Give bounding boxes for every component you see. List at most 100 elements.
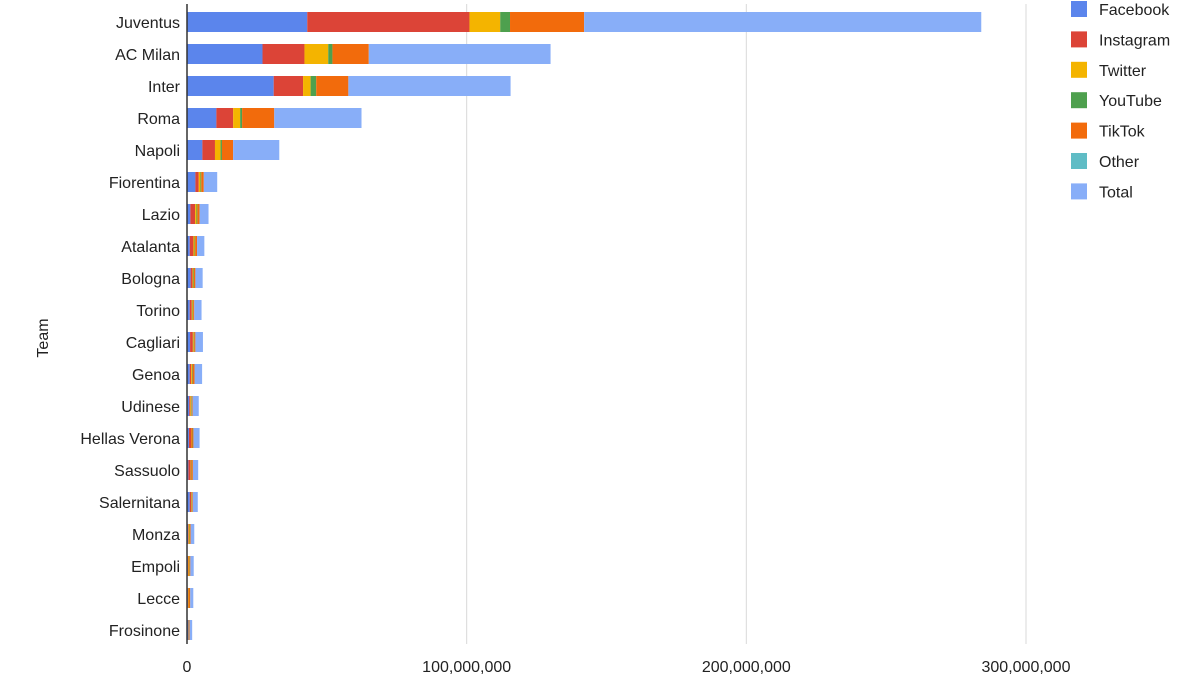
legend-swatch-youtube	[1071, 92, 1087, 109]
bar-segment-total	[194, 364, 203, 384]
x-tick-labels: 0 100,000,000 200,000,000 300,000,000	[183, 659, 1071, 675]
bar-segment-total	[199, 204, 209, 224]
bar-segment-twitter	[192, 332, 194, 352]
category-label: Roma	[137, 111, 180, 128]
bar-segment-facebook	[187, 76, 274, 96]
bar-segment-tiktok	[189, 524, 191, 544]
legend-swatch-instagram	[1071, 31, 1087, 48]
legend-swatch-facebook	[1071, 1, 1087, 17]
bar-segment-youtube	[191, 396, 192, 416]
bar-segment-twitter	[193, 236, 195, 256]
legend-label: Twitter	[1099, 63, 1147, 80]
bar-segment-youtube	[240, 108, 243, 128]
bar-segment-instagram	[188, 428, 192, 448]
category-label: Bologna	[121, 271, 180, 288]
bar-segment-total	[192, 492, 198, 512]
bar-segment-facebook	[187, 172, 196, 192]
bar-segment-instagram	[189, 300, 192, 320]
bar-segment-twitter	[190, 396, 192, 416]
bar-segment-total	[203, 172, 218, 192]
category-label: Empoli	[131, 559, 180, 576]
bar-segment-instagram	[188, 524, 189, 544]
bar-segment-instagram	[195, 172, 199, 192]
bar-segment-youtube	[192, 364, 193, 384]
bar-segment-tiktok	[193, 300, 195, 320]
category-label: Torino	[136, 303, 180, 320]
bar-segment-twitter	[188, 524, 190, 544]
legend-label: Total	[1099, 184, 1133, 201]
bar-segment-tiktok	[192, 364, 195, 384]
bar-segment-total	[192, 396, 199, 416]
bar-segment-youtube	[193, 268, 195, 288]
bar-segment-youtube	[193, 332, 195, 352]
category-label: Fiorentina	[109, 175, 180, 192]
legend: Facebook Instagram Twitter YouTube TikTok Oth…	[1071, 1, 1170, 201]
legend-label: Instagram	[1099, 32, 1170, 49]
bar-segment-tiktok	[189, 588, 191, 608]
category-label: Genoa	[132, 367, 180, 384]
bar-segment-facebook	[187, 236, 190, 256]
legend-label: Other	[1099, 154, 1140, 171]
bar-segment-facebook	[187, 204, 191, 224]
category-label: Cagliari	[126, 335, 180, 352]
category-label: Udinese	[121, 399, 180, 416]
bar-segment-twitter	[469, 12, 501, 32]
bar-segment-tiktok	[189, 620, 190, 640]
bar-segment-total	[189, 620, 193, 640]
category-label: Monza	[132, 527, 180, 544]
bar-segment-twitter	[192, 268, 194, 288]
bar-segment-facebook	[187, 364, 190, 384]
bar-segment-twitter	[214, 140, 221, 160]
bar-segment-twitter	[191, 364, 193, 384]
bar-segment-total	[197, 236, 205, 256]
bar-segment-instagram	[273, 76, 304, 96]
category-label: Inter	[148, 79, 181, 96]
bar-segment-total	[190, 524, 195, 544]
legend-label: Facebook	[1099, 2, 1170, 19]
bar-segment-total	[584, 12, 982, 32]
bar-segment-tiktok	[191, 492, 193, 512]
bar-segment-twitter	[304, 44, 329, 64]
category-label: Hellas Verona	[80, 431, 180, 448]
bar-segment-youtube	[220, 140, 222, 160]
category-labels: Juventus AC Milan Inter Roma Napoli Fiorentin…	[80, 15, 180, 640]
x-tick-label: 100,000,000	[422, 659, 511, 675]
bar-segment-facebook	[187, 332, 191, 352]
bar-segment-youtube	[192, 300, 194, 320]
bar-segment-twitter	[195, 204, 197, 224]
bar-segment-instagram	[216, 108, 234, 128]
bars	[187, 12, 982, 640]
bar-segment-tiktok	[192, 428, 194, 448]
bar-segment-facebook	[187, 44, 263, 64]
gridlines	[466, 4, 1027, 644]
bar-segment-facebook	[187, 108, 217, 128]
bar-segment-tiktok	[201, 172, 204, 192]
bar-segment-total	[233, 140, 280, 160]
bar-segment-tiktok	[197, 204, 200, 224]
bar-segment-instagram	[190, 268, 193, 288]
bar-segment-instagram	[187, 588, 189, 608]
bar-segment-tiktok	[221, 140, 234, 160]
bar-segment-tiktok	[194, 332, 196, 352]
bar-segment-instagram	[262, 44, 305, 64]
legend-swatch-twitter	[1071, 61, 1087, 78]
bar-segment-total	[274, 108, 362, 128]
bar-segment-facebook	[187, 300, 190, 320]
bar-segment-instagram	[190, 204, 196, 224]
legend-swatch-other	[1071, 153, 1087, 169]
category-label: Frosinone	[109, 623, 180, 640]
bar-segment-facebook	[187, 12, 308, 32]
bar-segment-youtube	[194, 236, 196, 256]
category-label: Salernitana	[99, 495, 180, 512]
bar-segment-tiktok	[332, 44, 369, 64]
bar-segment-twitter	[191, 492, 192, 512]
bar-segment-youtube	[200, 172, 202, 192]
bar-segment-youtube	[310, 76, 317, 96]
legend-label: YouTube	[1099, 93, 1162, 110]
bar-segment-tiktok	[191, 460, 193, 480]
bar-segment-total	[193, 428, 200, 448]
y-axis-title: Team	[35, 318, 52, 357]
bar-segment-instagram	[189, 396, 191, 416]
bar-segment-total	[192, 460, 199, 480]
